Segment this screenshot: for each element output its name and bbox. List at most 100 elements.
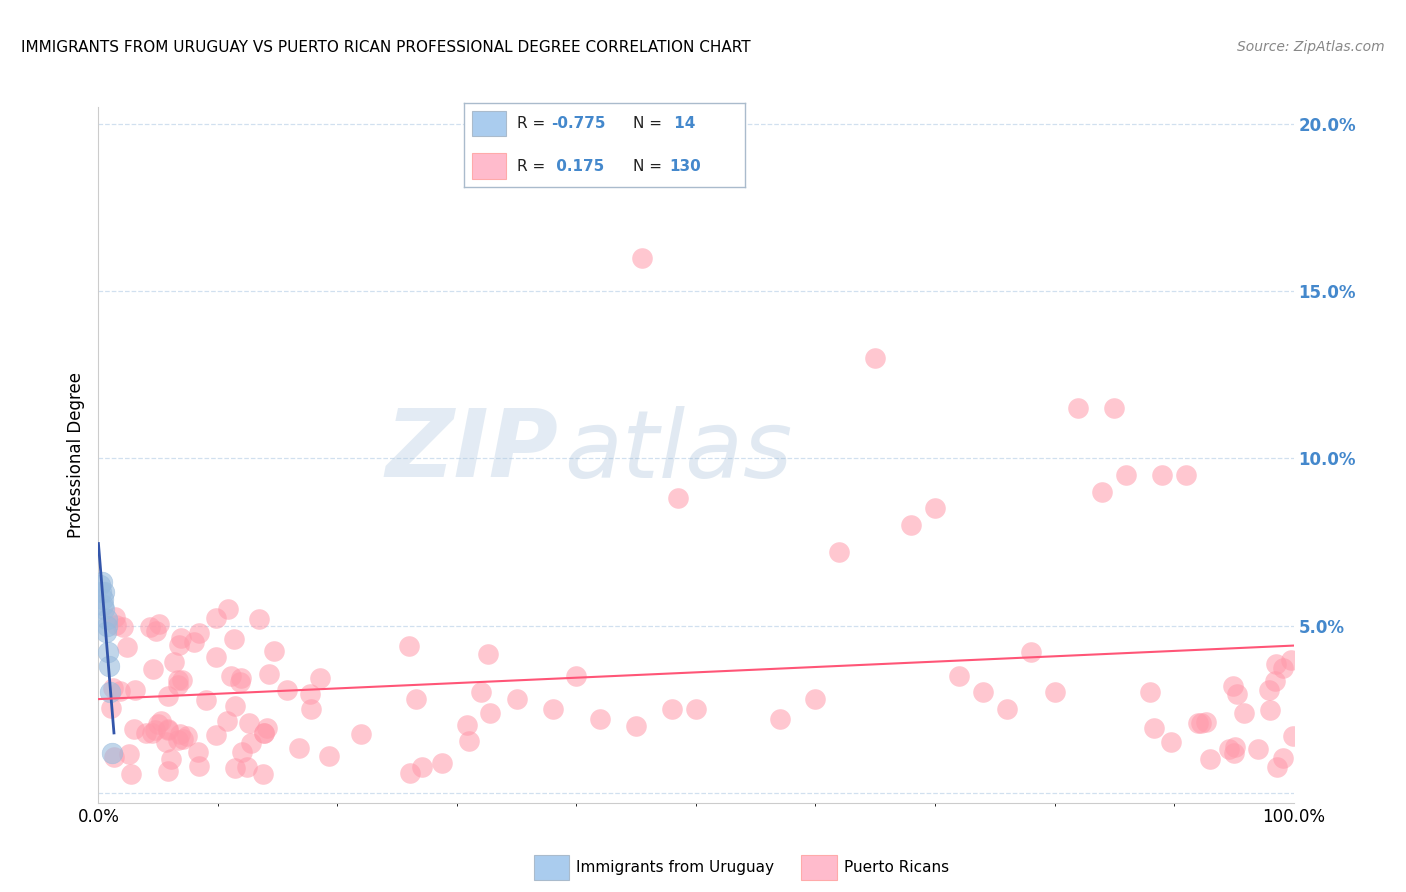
Point <box>1218 742 1240 756</box>
Text: 130: 130 <box>669 159 702 174</box>
Point <box>141 725 163 739</box>
Point <box>1152 467 1174 482</box>
Point <box>1222 679 1244 693</box>
Point <box>1271 660 1294 674</box>
Text: R =: R = <box>517 159 551 174</box>
Point <box>215 714 238 728</box>
Point <box>253 725 276 739</box>
Point <box>187 745 209 759</box>
Point <box>456 718 478 732</box>
Point <box>204 728 226 742</box>
Point <box>430 756 453 770</box>
Point <box>350 727 373 741</box>
Point <box>94 625 117 640</box>
Point <box>115 640 138 654</box>
Point <box>90 585 112 599</box>
Point <box>768 712 790 726</box>
Text: R =: R = <box>517 116 551 131</box>
Point <box>139 620 162 634</box>
Point <box>253 726 276 740</box>
Point <box>1143 722 1166 736</box>
Point <box>100 701 122 715</box>
Point <box>156 723 179 738</box>
Point <box>176 730 198 744</box>
Point <box>1271 751 1294 765</box>
Point <box>1281 729 1303 743</box>
Point <box>89 578 111 592</box>
Point <box>1233 706 1256 720</box>
Point <box>231 745 253 759</box>
Point <box>183 635 205 649</box>
Point <box>100 746 122 760</box>
Point <box>477 647 499 661</box>
Point <box>157 764 180 779</box>
Point <box>411 760 433 774</box>
Point <box>98 658 121 673</box>
Point <box>804 692 827 706</box>
Point <box>470 685 492 699</box>
Point <box>249 612 271 626</box>
Point <box>224 761 246 775</box>
Point <box>479 706 502 720</box>
Point <box>1104 401 1126 416</box>
Point <box>631 251 654 265</box>
Point <box>1279 653 1302 667</box>
Point <box>117 747 139 761</box>
Point <box>972 685 994 699</box>
Point <box>104 610 127 624</box>
Point <box>91 599 114 613</box>
Point <box>263 644 285 658</box>
Point <box>318 749 340 764</box>
Point <box>104 617 127 632</box>
Point <box>1115 467 1137 482</box>
Point <box>257 667 280 681</box>
Point <box>240 736 263 750</box>
Point <box>205 611 228 625</box>
Point <box>229 671 252 685</box>
Point <box>108 684 131 698</box>
Point <box>666 491 689 506</box>
Text: IMMIGRANTS FROM URUGUAY VS PUERTO RICAN PROFESSIONAL DEGREE CORRELATION CHART: IMMIGRANTS FROM URUGUAY VS PUERTO RICAN … <box>21 40 751 55</box>
Point <box>188 759 211 773</box>
Point <box>170 631 193 645</box>
Point <box>148 617 170 632</box>
Point <box>1139 685 1161 699</box>
Point <box>565 669 588 683</box>
Point <box>1175 467 1198 482</box>
Point <box>101 681 124 695</box>
Point <box>103 750 125 764</box>
Y-axis label: Professional Degree: Professional Degree <box>67 372 86 538</box>
Point <box>224 698 246 713</box>
Point <box>299 702 322 716</box>
Point <box>1265 760 1288 774</box>
Point <box>229 675 252 690</box>
Point <box>309 671 332 685</box>
Point <box>256 721 278 735</box>
Point <box>398 639 420 653</box>
Point <box>458 734 481 748</box>
Point <box>149 714 172 729</box>
Point <box>900 518 922 533</box>
Point <box>160 752 183 766</box>
Point <box>166 678 188 692</box>
Point <box>865 351 887 365</box>
Point <box>236 760 259 774</box>
Point <box>170 673 193 688</box>
Point <box>398 766 420 780</box>
Point <box>217 602 239 616</box>
Text: Immigrants from Uruguay: Immigrants from Uruguay <box>576 861 775 875</box>
Point <box>96 612 118 626</box>
Point <box>252 766 274 780</box>
Text: Source: ZipAtlas.com: Source: ZipAtlas.com <box>1237 40 1385 54</box>
Text: ZIP: ZIP <box>385 406 558 498</box>
Point <box>405 691 427 706</box>
Point <box>1264 673 1286 688</box>
Point <box>204 650 226 665</box>
Point <box>1160 735 1182 749</box>
Point <box>1199 752 1222 766</box>
Point <box>98 685 122 699</box>
Text: Puerto Ricans: Puerto Ricans <box>844 861 949 875</box>
Point <box>112 619 135 633</box>
Point <box>93 585 115 599</box>
Point <box>276 683 298 698</box>
